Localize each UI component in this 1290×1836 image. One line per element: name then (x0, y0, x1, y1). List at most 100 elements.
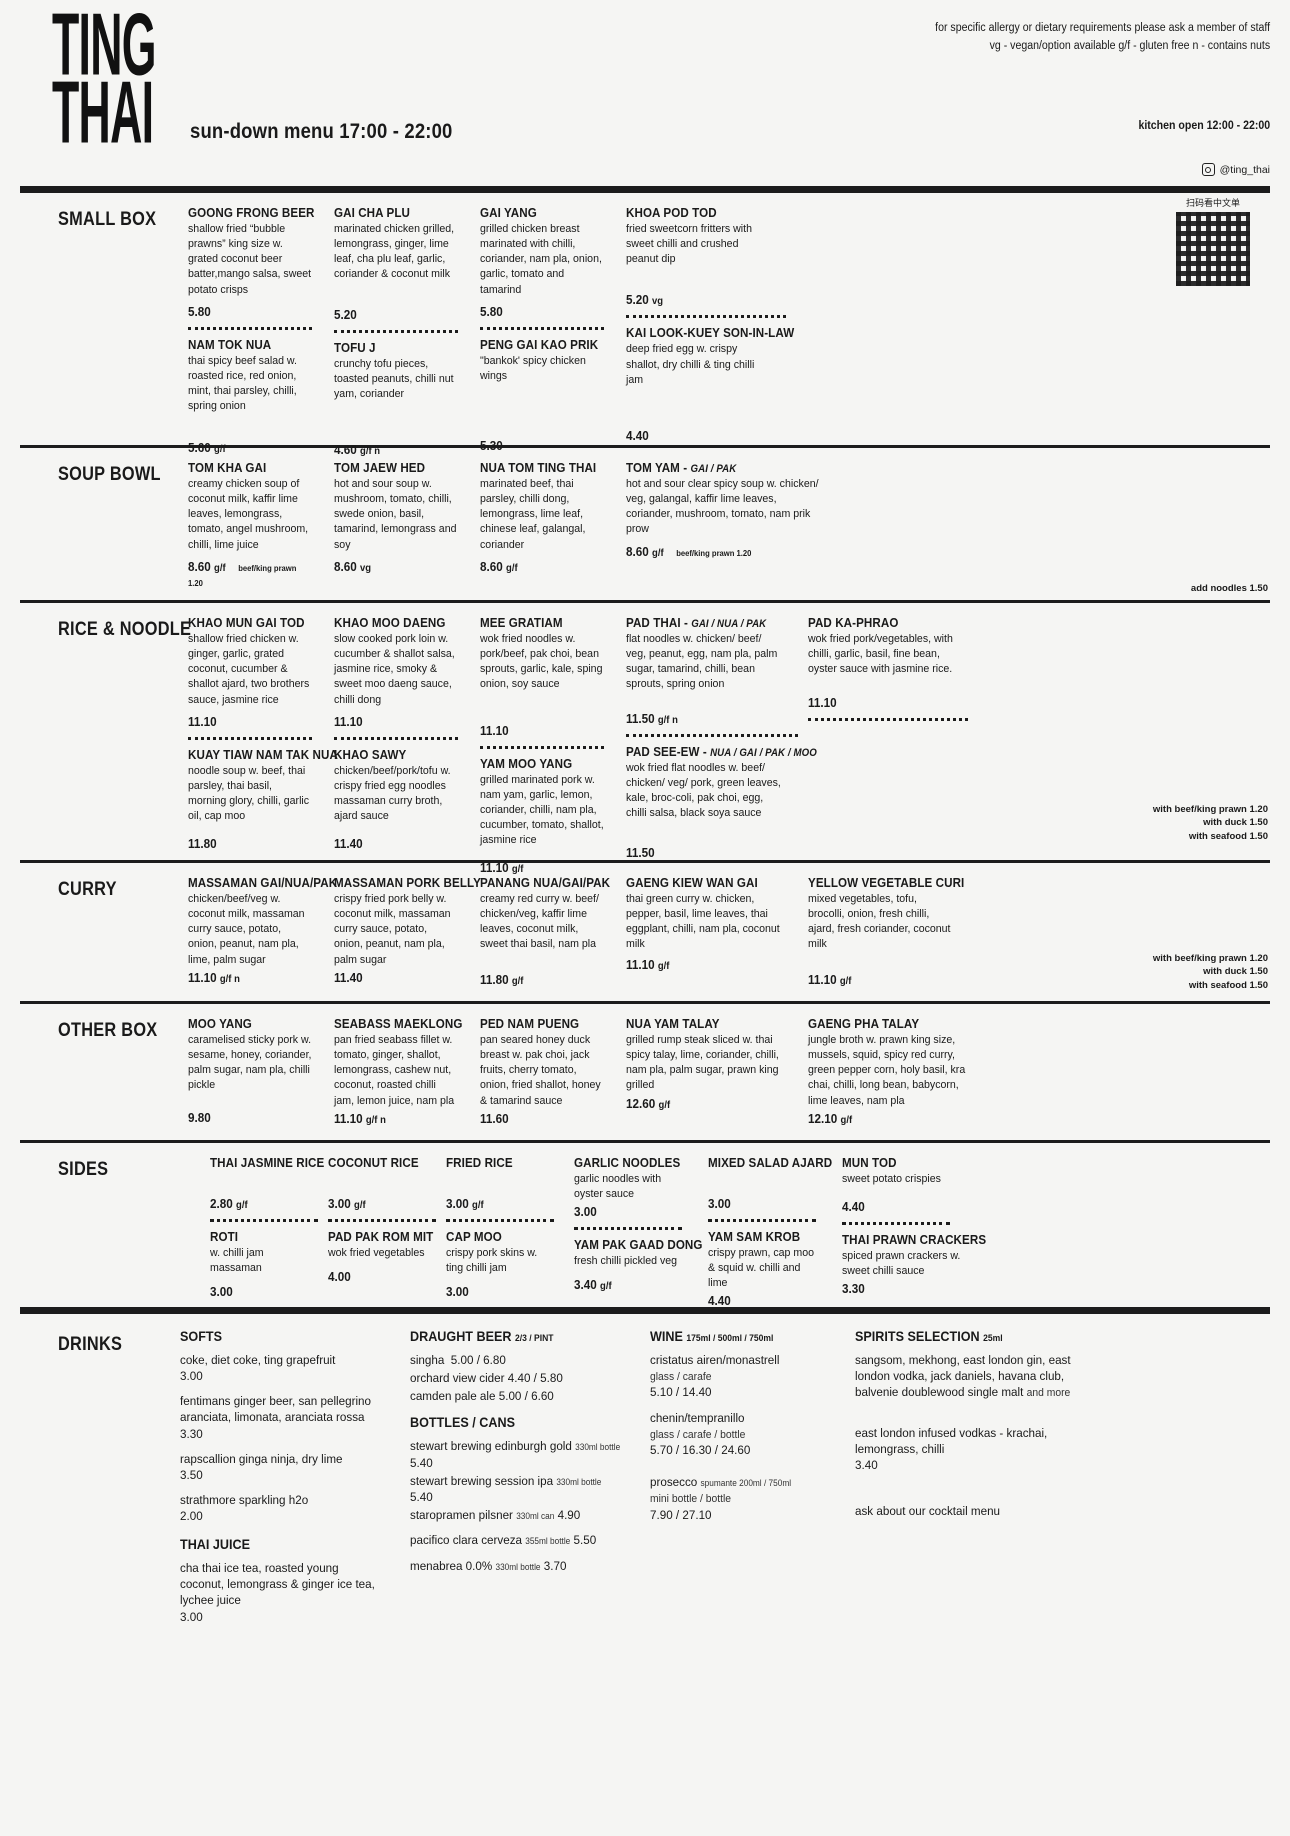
dish-price: 3.00 g/f (328, 1196, 423, 1211)
price-addon: beef/king prawn 1.20 (188, 562, 297, 588)
drink-price: 5.00 / 6.80 (450, 1353, 506, 1367)
price-value: 11.10 (808, 971, 837, 987)
dish-name: MOO YANG (188, 1016, 252, 1031)
dish-price: 3.40 g/f (574, 1277, 684, 1292)
price-suffix: g/f (658, 1098, 671, 1111)
dish-description: spiced prawn crackers w. sweet chilli sa… (842, 1250, 961, 1278)
menu-column: KHAO MUN GAI TOD shallow fried chicken w… (188, 615, 338, 875)
price-suffix: g/f (652, 546, 664, 559)
dish-name: MEE GRATIAM (480, 615, 563, 630)
divider-other-box (20, 1001, 1270, 1004)
price-suffix: g/f (354, 1199, 366, 1211)
drink-name: stewart brewing edinburgh gold (410, 1439, 572, 1454)
section-drinks: DRINKS SOFTS coke, diet coke, ting grape… (0, 1314, 1290, 1634)
menu-column: FRIED RICE 3.00 g/f CAP MOO crispy pork … (446, 1155, 574, 1308)
dish-description: pan fried seabass fillet w. tomato, ging… (334, 1034, 455, 1107)
dish-name: TOM YAM - GAI / PAK (626, 460, 809, 475)
dish-name: THAI PRAWN CRACKERS (842, 1232, 987, 1248)
drink-serving: glass / carafe / bottle (650, 1428, 746, 1441)
price-value: 4.40 (842, 1199, 865, 1215)
drinks-column-spirits: SPIRITS SELECTION 25ml sangsom, mekhong,… (855, 1328, 1105, 1634)
dish-name: PAD SEE-EW - NUA / GAI / PAK / MOO (626, 744, 817, 759)
dish-name: FRIED RICE (446, 1155, 513, 1170)
drink-price: 4.90 (557, 1507, 581, 1522)
price-value: 11.10 (626, 956, 655, 972)
dish-price: 11.80 g/f (480, 972, 601, 987)
dish-name: GAENG PHA TALAY (808, 1016, 920, 1031)
dish-price: 3.30 (842, 1281, 984, 1296)
menu-column: GAI YANG grilled chicken breast marinate… (480, 205, 626, 457)
price-suffix: g/f n (360, 445, 380, 458)
dish-name: PED NAM PUENG (480, 1016, 580, 1031)
divider-drinks (20, 1307, 1270, 1314)
dish-description: noodle soup w. beef, thai parsley, thai … (188, 764, 310, 823)
dotted-divider (842, 1222, 950, 1226)
drink-item: rapscallion ginga ninja, dry lime 3.50 (180, 1451, 383, 1483)
price-value: 12.60 (626, 1095, 656, 1111)
drink-name: prosecco (650, 1475, 698, 1490)
qr-code (1176, 212, 1250, 286)
dish-price: 3.00 (574, 1204, 684, 1219)
drink-price: 5.70 / 16.30 / 24.60 (650, 1442, 751, 1457)
dish-name: MIXED SALAD AJARD (708, 1155, 833, 1170)
dish-description: w. chilli jam massaman (210, 1247, 264, 1275)
section-other-box: OTHER BOX MOO YANG caramelised sticky po… (0, 1004, 1290, 1140)
price-value: 9.80 (188, 1109, 211, 1125)
price-suffix: g/f (511, 863, 524, 876)
dish-price: 5.60 g/f (188, 440, 309, 455)
allergy-line-1: for specific allergy or dietary requirem… (935, 22, 1270, 34)
dish-price: 3.00 (446, 1284, 550, 1299)
price-value: 3.00 (574, 1204, 597, 1220)
drink-name: pacifico clara cerveza (410, 1533, 522, 1547)
drink-item: staropramen pilsner 330ml can 4.90 (410, 1507, 622, 1523)
menu-column: PED NAM PUENG pan seared honey duck brea… (480, 1016, 626, 1126)
dotted-divider (480, 745, 604, 749)
drink-volume: 330ml bottle (495, 1562, 541, 1573)
drink-serving: glass / carafe (650, 1371, 712, 1384)
dish-name: NAM TOK NUA (188, 336, 272, 352)
note-line: with seafood 1.50 (1188, 980, 1268, 992)
dish-price: 5.20 (334, 307, 455, 322)
qr-caption: 扫码看中文单 (1185, 198, 1240, 208)
menu-column: TOM JAEW HED hot and sour soup w. mushro… (334, 460, 480, 589)
price-value: 5.60 (188, 440, 211, 456)
drink-price: 5.10 / 14.40 (650, 1385, 712, 1400)
dish-price: 11.10 (188, 714, 309, 729)
drink-price: 3.40 (855, 1457, 878, 1472)
drink-price: 5.40 (410, 1489, 433, 1504)
dotted-divider (328, 1219, 436, 1222)
kitchen-hours: kitchen open 12:00 - 22:00 (1138, 120, 1270, 132)
price-suffix: g/f n (657, 713, 678, 726)
dotted-divider (708, 1219, 816, 1222)
drink-name: coke, diet coke, ting grapefruit (180, 1353, 336, 1367)
price-value: 11.40 (334, 969, 363, 985)
spirits-more: and more (1026, 1387, 1071, 1400)
drink-item: stewart brewing edinburgh gold 330ml bot… (410, 1438, 622, 1470)
dish-description: garlic noodles with oyster sauce (574, 1173, 662, 1201)
price-value: 3.40 (574, 1277, 597, 1293)
dish-name: GARLIC NOODLES (574, 1155, 681, 1170)
dish-name: PANANG NUA/GAI/PAK (480, 875, 611, 890)
dotted-divider (574, 1227, 682, 1231)
drink-price: 2.00 (180, 1509, 203, 1523)
drink-price: 5.50 (573, 1533, 597, 1547)
drink-name: fentimans ginger beer, san pellegrino ar… (180, 1394, 372, 1425)
note-line: with beef/king prawn 1.20 (1152, 952, 1268, 964)
drink-item: cha thai ice tea, roasted young coconut,… (180, 1560, 383, 1625)
price-value: 11.10 (334, 1110, 363, 1126)
instagram-handle[interactable]: @ting_thai (1201, 163, 1270, 176)
dish-price: 12.10 g/f (808, 1111, 968, 1126)
drink-item: east london infused vodkas - krachai, le… (855, 1425, 1077, 1473)
price-value: 11.10 (188, 969, 217, 985)
price-value: 11.10 (480, 860, 509, 876)
price-value: 5.20 (626, 292, 649, 308)
dish-name: MASSAMAN PORK BELLY (334, 875, 481, 890)
dish-price: 11.10 (334, 714, 455, 729)
section-title-sides: SIDES (58, 1159, 109, 1180)
drinks-column-softs: SOFTS coke, diet coke, ting grapefruit 3.… (180, 1328, 410, 1634)
drink-price: 5.00 / 6.60 (498, 1389, 554, 1404)
section-title-curry: CURRY (58, 879, 117, 900)
dish-description: wok fried pork/vegetables, with chilli, … (808, 633, 953, 676)
dotted-divider (188, 736, 312, 740)
drink-item: strathmore sparkling h2o 2.00 (180, 1492, 383, 1524)
